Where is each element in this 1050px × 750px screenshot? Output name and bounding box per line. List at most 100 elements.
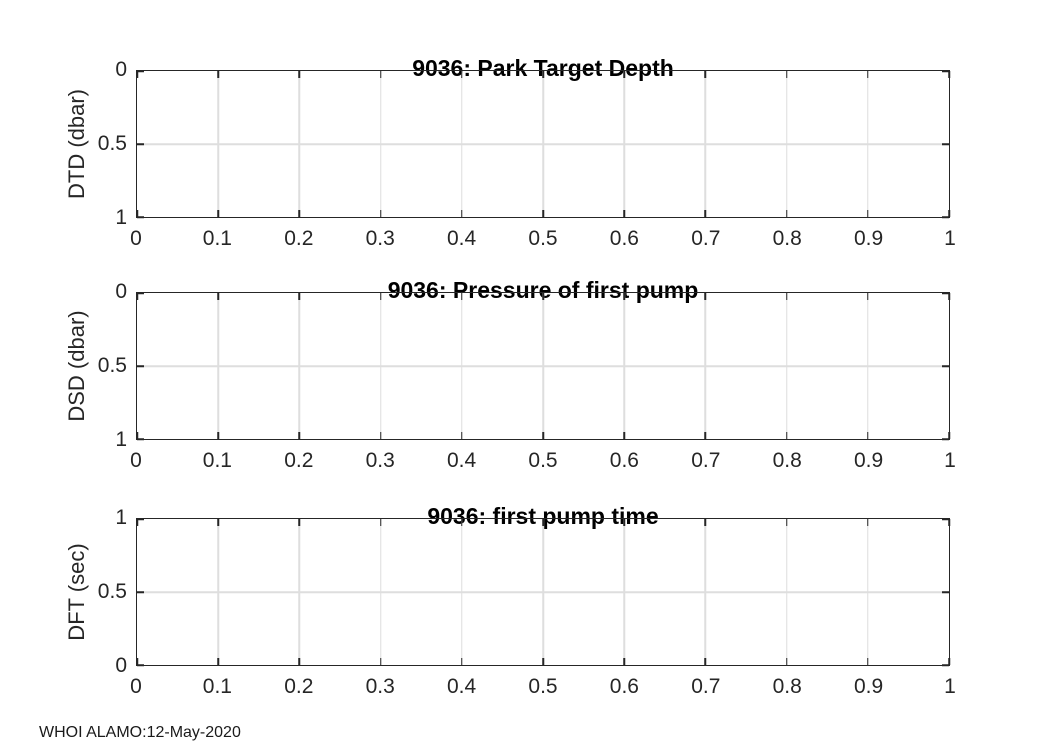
tick-mark xyxy=(785,210,788,217)
tick-mark xyxy=(942,664,949,666)
x-tick-label: 0.3 xyxy=(365,227,395,250)
tick-mark xyxy=(379,71,382,78)
x-tick-label: 0.7 xyxy=(691,227,721,250)
y-tick-label: 0.5 xyxy=(97,354,127,377)
plot-title: 9036: Park Target Depth xyxy=(412,55,674,82)
y-tick-label: 0.5 xyxy=(97,132,127,155)
tick-mark xyxy=(542,293,544,300)
tick-mark xyxy=(137,292,144,294)
tick-mark xyxy=(704,71,707,78)
x-tick-label: 0.9 xyxy=(853,675,884,698)
tick-mark xyxy=(704,432,707,439)
tick-mark xyxy=(136,658,138,665)
x-tick-label: 0.8 xyxy=(772,675,802,698)
plot-area xyxy=(136,70,950,218)
tick-mark xyxy=(623,519,625,526)
plot-area xyxy=(136,292,950,440)
tick-mark xyxy=(948,432,950,439)
gridline-horizontal xyxy=(137,365,949,367)
y-tick-label: 0 xyxy=(115,654,127,677)
tick-mark xyxy=(379,293,382,300)
tick-mark xyxy=(542,519,544,526)
gridline-vertical xyxy=(298,71,301,217)
tick-mark xyxy=(379,432,382,439)
y-axis-label: DTD (dbar) xyxy=(64,88,89,200)
gridline-vertical xyxy=(542,519,544,665)
tick-mark xyxy=(217,210,219,217)
y-tick-labels: 0 0.5 1 xyxy=(82,280,127,451)
tick-mark xyxy=(948,658,950,665)
tick-mark xyxy=(942,438,949,440)
tick-mark xyxy=(461,210,463,217)
gridline-vertical xyxy=(785,519,788,665)
x-tick-labels: 0 0.1 0.2 0.3 0.4 0.5 0.6 0.7 0.8 0.9 1 xyxy=(130,226,956,252)
plot-title: 9036: first pump time xyxy=(427,503,659,530)
tick-mark xyxy=(542,71,544,78)
tick-mark xyxy=(942,591,949,593)
gridline-vertical xyxy=(379,293,382,439)
x-tick-label: 0.4 xyxy=(446,227,477,250)
tick-mark xyxy=(785,658,788,665)
gridline-horizontal xyxy=(137,143,949,145)
tick-mark xyxy=(461,519,463,526)
x-tick-label: 0.2 xyxy=(284,675,314,698)
x-tick-label: 0 xyxy=(130,675,142,698)
y-tick-label: 0 xyxy=(115,58,127,81)
y-tick-label: 0.5 xyxy=(97,580,127,603)
tick-mark xyxy=(948,71,950,78)
tick-mark xyxy=(298,658,301,665)
y-axis-label: DFT (sec) xyxy=(64,543,89,641)
tick-mark xyxy=(942,143,949,145)
x-tick-label: 0.9 xyxy=(853,227,884,250)
x-tick-label: 0.1 xyxy=(202,227,232,250)
tick-mark xyxy=(461,293,463,300)
tick-mark xyxy=(785,519,788,526)
tick-mark xyxy=(137,518,144,520)
x-tick-label: 0.6 xyxy=(609,675,639,698)
tick-mark xyxy=(785,293,788,300)
tick-mark xyxy=(379,658,382,665)
gridline-vertical xyxy=(623,293,625,439)
x-tick-label: 0.8 xyxy=(772,227,802,250)
tick-mark xyxy=(379,519,382,526)
y-tick-labels: 0 0.5 1 xyxy=(82,506,127,677)
gridline-vertical xyxy=(298,293,301,439)
x-tick-label: 0.7 xyxy=(691,449,721,472)
x-tick-label: 0.3 xyxy=(365,675,395,698)
gridline-vertical xyxy=(298,519,301,665)
x-tick-label: 0.5 xyxy=(528,227,558,250)
tick-mark xyxy=(136,210,138,217)
gridline-vertical xyxy=(867,71,869,217)
y-tick-label: 1 xyxy=(115,206,127,229)
tick-mark xyxy=(942,365,949,367)
gridline-vertical xyxy=(461,71,463,217)
x-tick-labels: 0 0.1 0.2 0.3 0.4 0.5 0.6 0.7 0.8 0.9 1 xyxy=(130,448,956,474)
gridline-vertical xyxy=(379,71,382,217)
tick-mark xyxy=(137,70,144,72)
tick-mark xyxy=(137,365,144,367)
tick-mark xyxy=(623,210,625,217)
tick-mark xyxy=(948,210,950,217)
tick-mark xyxy=(942,216,949,218)
tick-mark xyxy=(136,71,138,78)
tick-mark xyxy=(298,293,301,300)
tick-mark xyxy=(623,432,625,439)
gridline-vertical xyxy=(704,293,707,439)
gridline-vertical xyxy=(867,519,869,665)
x-tick-label: 0.5 xyxy=(528,675,558,698)
x-tick-label: 0.4 xyxy=(446,449,477,472)
x-tick-label: 0.8 xyxy=(772,449,802,472)
tick-mark xyxy=(542,658,544,665)
gridline-vertical xyxy=(379,519,382,665)
x-tick-label: 0.6 xyxy=(609,227,639,250)
gridline-vertical xyxy=(867,293,869,439)
tick-mark xyxy=(298,71,301,78)
gridline-vertical xyxy=(704,519,707,665)
tick-mark xyxy=(948,293,950,300)
tick-mark xyxy=(298,210,301,217)
x-tick-label: 0.6 xyxy=(609,449,639,472)
tick-mark xyxy=(867,210,869,217)
